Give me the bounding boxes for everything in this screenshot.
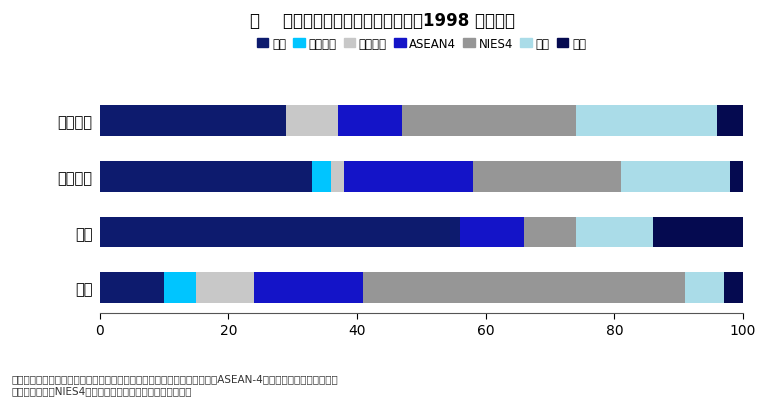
Bar: [286, 106, 338, 137]
Bar: [576, 106, 717, 137]
Bar: [730, 162, 743, 192]
Text: 资料来源：日本经济产业省《海外经营活动基础调查》，海通证券研究所。ASEAN-4指马来西亚、印度尼西亚、
泰国、菲律宾；NIES4指新加坡、中国香港、中国台湾、: 资料来源：日本经济产业省《海外经营活动基础调查》，海通证券研究所。ASEAN-4…: [11, 373, 339, 395]
Bar: [254, 272, 363, 303]
Bar: [402, 106, 576, 137]
Bar: [100, 106, 286, 137]
Bar: [344, 162, 473, 192]
Legend: 北美, 中南美洲, 中国大陆, ASEAN4, NIES4, 欧洲, 其他: 北美, 中南美洲, 中国大陆, ASEAN4, NIES4, 欧洲, 其他: [252, 33, 591, 55]
Bar: [363, 272, 685, 303]
Bar: [164, 272, 196, 303]
Bar: [338, 106, 402, 137]
Bar: [685, 272, 724, 303]
Bar: [331, 162, 344, 192]
Bar: [460, 217, 524, 247]
Bar: [100, 162, 312, 192]
Bar: [717, 106, 743, 137]
Bar: [100, 217, 460, 247]
Bar: [524, 217, 576, 247]
Bar: [576, 217, 653, 247]
Bar: [653, 217, 743, 247]
Bar: [473, 162, 620, 192]
Bar: [724, 272, 743, 303]
Bar: [196, 272, 254, 303]
Text: 图    日本部分行业的分地区销售额（1998 年，％）: 图 日本部分行业的分地区销售额（1998 年，％）: [250, 12, 516, 30]
Bar: [100, 272, 164, 303]
Bar: [620, 162, 730, 192]
Bar: [312, 162, 331, 192]
